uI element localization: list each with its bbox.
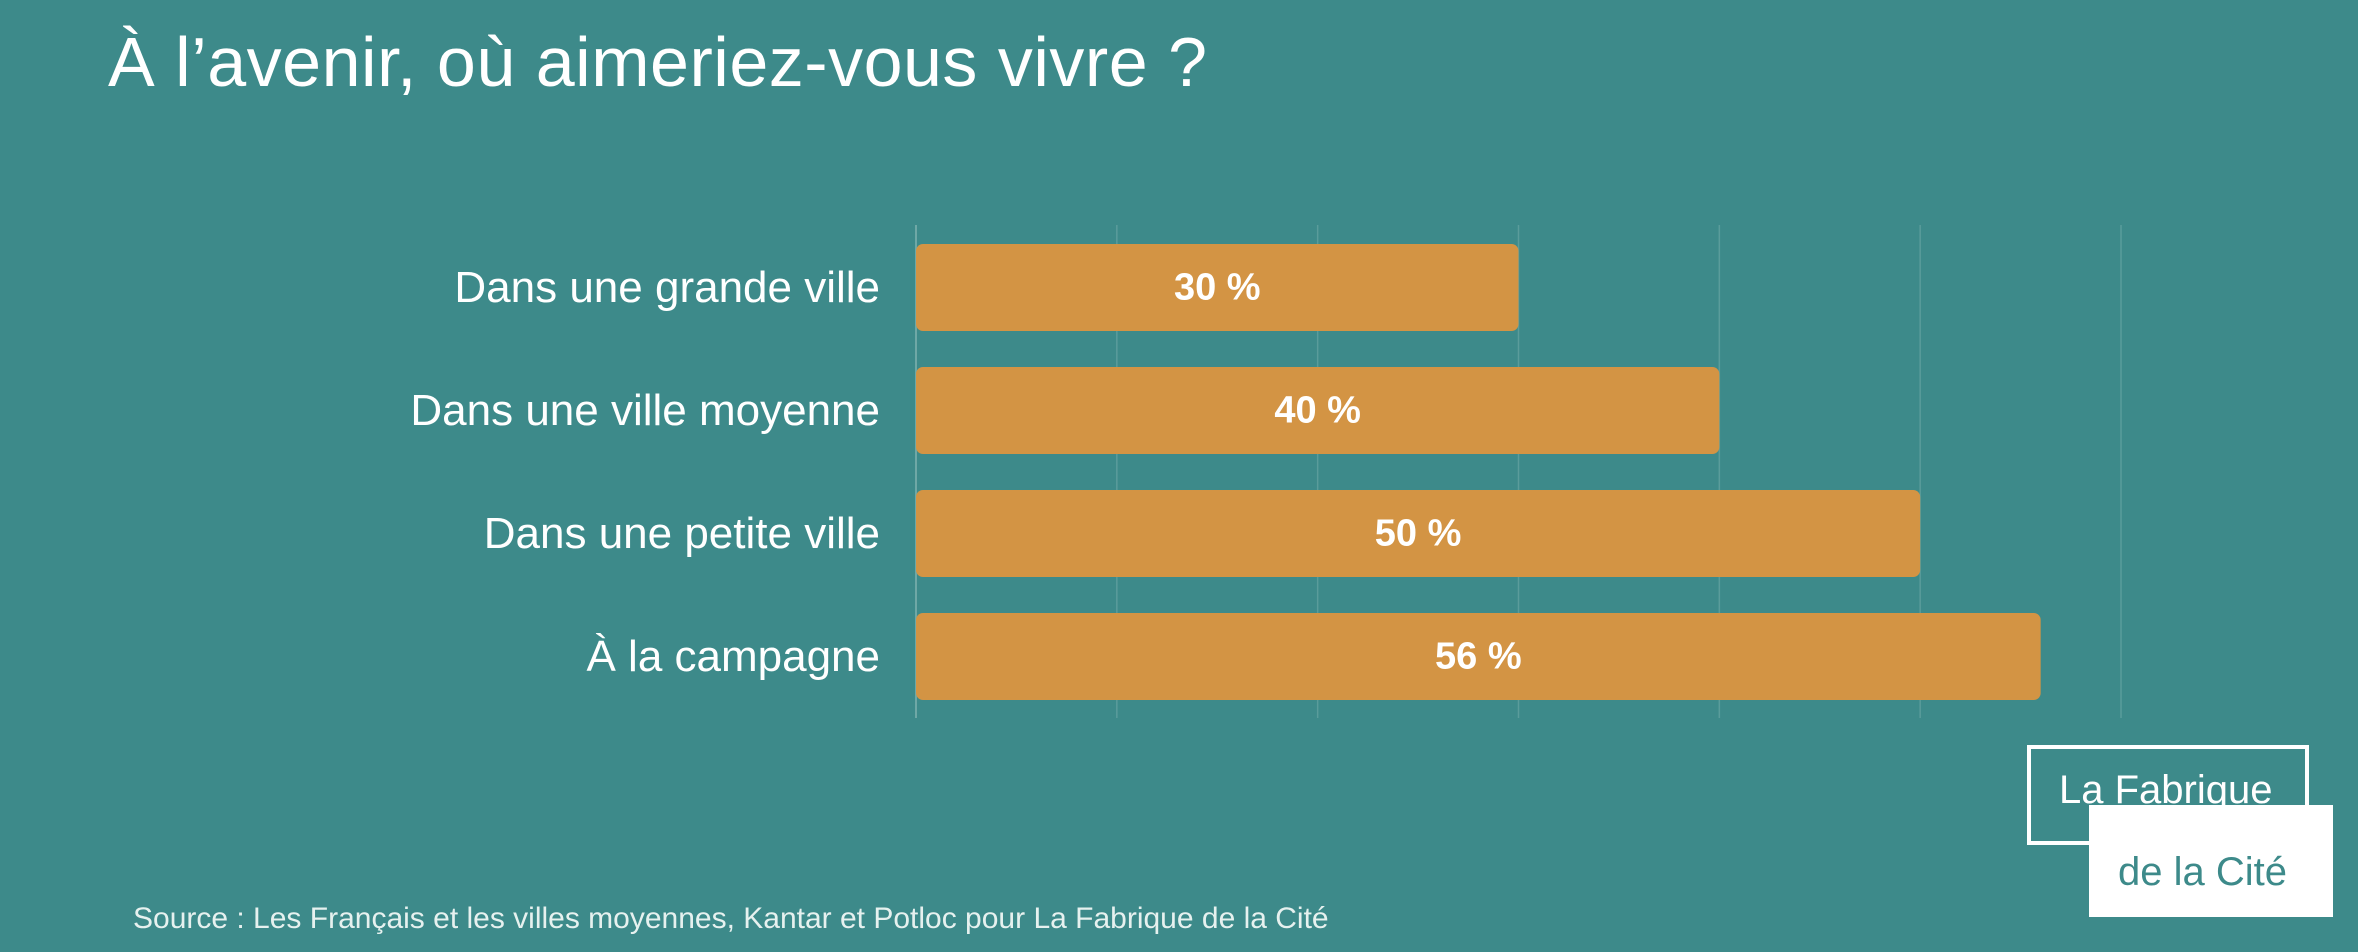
chart-title: À l’avenir, où aimeriez-vous vivre ?: [108, 23, 1208, 101]
bar: [916, 613, 2041, 700]
source-note: Source : Les Français et les villes moye…: [133, 902, 1329, 935]
bar: [916, 367, 1720, 454]
value-label: 40 %: [1274, 390, 1361, 432]
value-label: 30 %: [1174, 267, 1261, 309]
bar: [916, 490, 1921, 577]
category-label: Dans une ville moyenne: [410, 386, 880, 435]
category-label: Dans une petite ville: [484, 509, 880, 558]
bar: [916, 244, 1519, 331]
category-label: Dans une grande ville: [454, 263, 880, 312]
value-label: 50 %: [1375, 513, 1462, 555]
category-label: À la campagne: [586, 632, 880, 681]
value-label: 56 %: [1435, 636, 1522, 678]
